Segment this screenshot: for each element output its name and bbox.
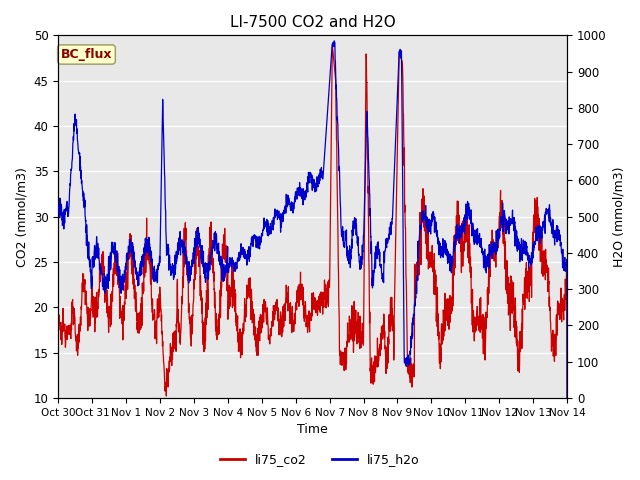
Legend: li75_co2, li75_h2o: li75_co2, li75_h2o (215, 448, 425, 471)
Y-axis label: CO2 (mmol/m3): CO2 (mmol/m3) (15, 167, 28, 266)
Title: LI-7500 CO2 and H2O: LI-7500 CO2 and H2O (230, 15, 396, 30)
Text: BC_flux: BC_flux (61, 48, 112, 61)
Y-axis label: H2O (mmol/m3): H2O (mmol/m3) (612, 167, 625, 267)
X-axis label: Time: Time (297, 423, 328, 436)
